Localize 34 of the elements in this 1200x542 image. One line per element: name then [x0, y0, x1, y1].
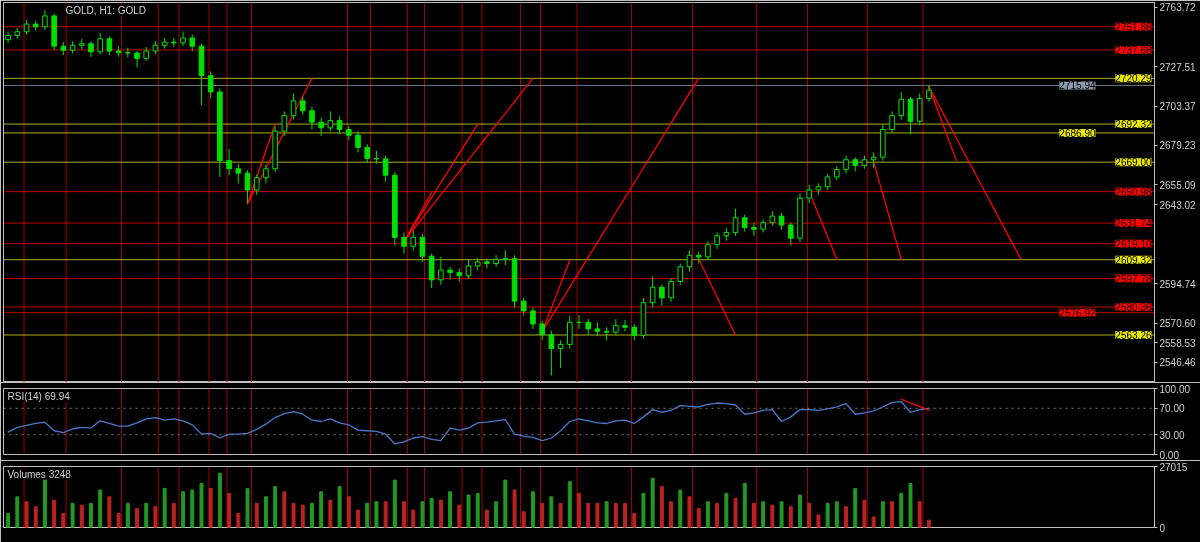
chart-title: RSI(14) 69.94: [7, 390, 71, 402]
ref-line-label: 2597.78: [1115, 273, 1152, 285]
y-tick-label: 2727.51: [1159, 61, 1197, 73]
ref-line-label: 2720.29: [1115, 73, 1152, 85]
ref-line-label: 2692.32: [1115, 119, 1152, 131]
ref-line-label: 2580.36: [1115, 302, 1152, 314]
ref-line-label: 2609.32: [1115, 254, 1152, 266]
ref-line-label: 2619.10: [1115, 238, 1152, 250]
ref-line-label: 2576.92: [1059, 307, 1096, 319]
ref-line-label: 2686.90: [1059, 127, 1096, 139]
ref-line-label: 2751.86: [1115, 21, 1152, 33]
y-tick-label: 2594.74: [1159, 278, 1197, 290]
chart-title: Volumes 3248: [7, 468, 72, 480]
ref-line-label: 2737.68: [1115, 44, 1152, 56]
y-tick-label: 30.00: [1159, 429, 1185, 441]
y-tick-label: 2655.09: [1159, 179, 1197, 191]
chart-title: GOLD, H1: GOLD: [65, 4, 147, 16]
y-tick-label: 0.00: [1159, 449, 1180, 461]
y-tick-label: 70.00: [1159, 403, 1185, 415]
y-tick-label: 2763.72: [1159, 2, 1197, 14]
y-tick-label: 100.00: [1159, 383, 1191, 395]
ref-line-label: 2563.26: [1115, 330, 1152, 341]
ref-line-label: 2715.94: [1059, 80, 1096, 92]
y-tick-label: 2570.60: [1159, 318, 1197, 330]
y-tick-label: 27015: [1159, 461, 1188, 473]
ref-line-label: 2669.00: [1115, 157, 1152, 169]
y-tick-label: 2703.37: [1159, 101, 1197, 113]
ref-line-label: 2650.98: [1115, 186, 1152, 198]
y-tick-label: 0: [1159, 522, 1166, 534]
y-tick-label: 2679.23: [1159, 140, 1197, 152]
y-tick-label: 2643.02: [1159, 199, 1197, 211]
ref-line-label: 2631.74: [1115, 218, 1152, 230]
y-tick-label: 2546.46: [1159, 357, 1197, 369]
y-tick-label: 2558.53: [1159, 337, 1197, 349]
